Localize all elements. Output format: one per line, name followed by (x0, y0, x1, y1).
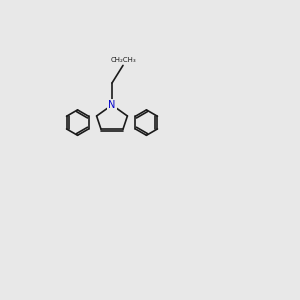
Text: N: N (108, 100, 116, 110)
Text: CH₂CH₃: CH₂CH₃ (110, 57, 136, 63)
